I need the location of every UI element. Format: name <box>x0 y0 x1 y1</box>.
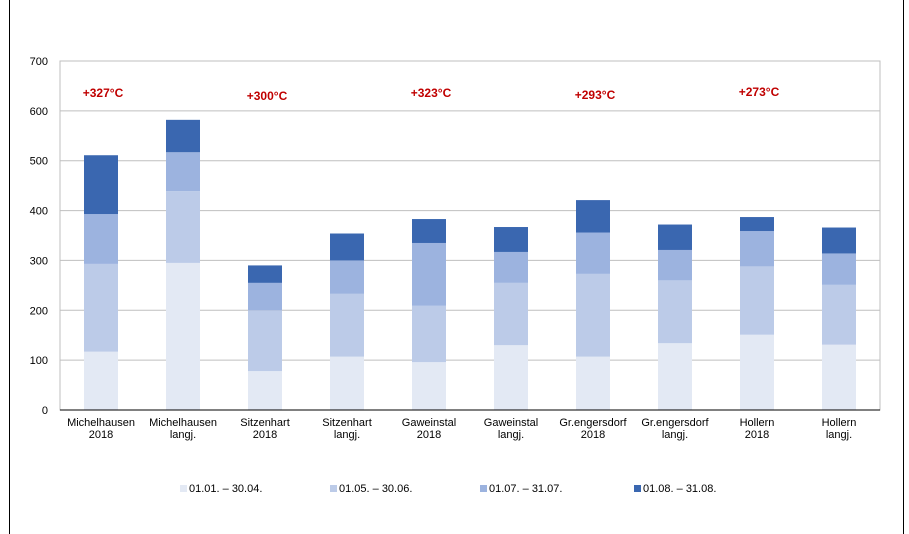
x-tick-label: langj. <box>170 429 196 441</box>
bar-segment-2 <box>84 263 118 352</box>
bar-segment-2 <box>658 280 692 344</box>
temperature-sum-annotation: +300°C <box>247 89 288 103</box>
temperature-sum-annotation: +273°C <box>739 85 780 99</box>
y-tick-label: 500 <box>30 156 48 168</box>
bar-segment-4 <box>166 119 200 153</box>
bar-segment-3 <box>248 282 282 311</box>
bar-segment-2 <box>412 305 446 363</box>
x-tick-label: Hollern <box>822 417 857 429</box>
y-tick-label: 0 <box>42 405 48 417</box>
x-tick-label: Hollern <box>740 417 775 429</box>
legend-label: 01.08. – 31.08. <box>643 483 716 495</box>
x-tick-label: langj. <box>498 429 524 441</box>
chart-frame <box>9 0 904 534</box>
bar-segment-4 <box>494 227 528 252</box>
bar-segment-2 <box>166 191 200 263</box>
x-tick-label: 2018 <box>745 429 769 441</box>
x-tick-label: Gaweinstal <box>484 417 538 429</box>
legend-swatch <box>330 485 337 492</box>
bar-segment-4 <box>84 155 118 215</box>
y-tick-label: 300 <box>30 255 48 267</box>
bar-segment-2 <box>740 266 774 335</box>
bar-segment-1 <box>412 362 446 410</box>
bar-segment-3 <box>576 232 610 274</box>
x-tick-label: langj. <box>662 429 688 441</box>
bar-segment-1 <box>494 345 528 410</box>
temperature-sum-annotation: +327°C <box>83 86 124 100</box>
x-tick-label: Gr.engersdorf <box>559 417 627 429</box>
bar-segment-4 <box>576 200 610 233</box>
x-tick-label: Michelhausen <box>67 417 135 429</box>
axes: 0100200300400500600700Michelhausen2018Mi… <box>30 56 880 441</box>
legend-swatch <box>634 485 641 492</box>
annotations: +327°C +300°C +323°C +293°C +273°C <box>83 85 780 103</box>
x-tick-label: Gaweinstal <box>402 417 456 429</box>
x-tick-label: langj. <box>826 429 852 441</box>
bar-segment-3 <box>84 214 118 264</box>
y-tick-label: 200 <box>30 305 48 317</box>
bar-segment-3 <box>822 253 856 285</box>
bar-segment-1 <box>822 344 856 410</box>
bar-segment-1 <box>740 334 774 410</box>
bar-segment-3 <box>330 260 364 294</box>
legend-label: 01.01. – 30.04. <box>189 483 262 495</box>
x-tick-label: 2018 <box>89 429 113 441</box>
y-tick-label: 400 <box>30 206 48 218</box>
bar-segment-1 <box>576 356 610 410</box>
bar-segment-4 <box>822 227 856 254</box>
x-tick-label: langj. <box>334 429 360 441</box>
bar-segment-3 <box>740 231 774 267</box>
bars <box>84 119 856 410</box>
bar-segment-2 <box>576 273 610 357</box>
x-tick-label: Sitzenhart <box>240 417 290 429</box>
bar-segment-1 <box>166 262 200 410</box>
x-tick-label: Sitzenhart <box>322 417 372 429</box>
bar-segment-1 <box>330 356 364 410</box>
bar-segment-2 <box>248 310 282 372</box>
temperature-sum-annotation: +323°C <box>411 86 452 100</box>
y-tick-label: 700 <box>30 56 48 68</box>
y-tick-label: 600 <box>30 106 48 118</box>
bar-segment-4 <box>330 233 364 261</box>
bar-segment-2 <box>494 282 528 346</box>
bar-segment-3 <box>166 152 200 192</box>
bar-segment-4 <box>248 265 282 283</box>
x-tick-label: 2018 <box>581 429 605 441</box>
legend-swatch <box>480 485 487 492</box>
x-tick-label: 2018 <box>253 429 277 441</box>
bar-segment-4 <box>658 224 692 250</box>
bar-segment-2 <box>822 284 856 345</box>
legend: 01.01. – 30.04. 01.05. – 30.06. 01.07. – 3… <box>180 483 716 495</box>
bar-segment-3 <box>412 242 446 306</box>
bar-segment-4 <box>412 219 446 243</box>
legend-label: 01.05. – 30.06. <box>339 483 412 495</box>
bar-segment-2 <box>330 293 364 357</box>
y-tick-label: 100 <box>30 355 48 367</box>
bar-segment-4 <box>740 217 774 232</box>
bar-segment-3 <box>494 251 528 283</box>
x-tick-label: 2018 <box>417 429 441 441</box>
bar-segment-1 <box>248 371 282 410</box>
x-tick-label: Gr.engersdorf <box>641 417 709 429</box>
legend-label: 01.07. – 31.07. <box>489 483 562 495</box>
temperature-sum-annotation: +293°C <box>575 88 616 102</box>
x-tick-label: Michelhausen <box>149 417 217 429</box>
legend-swatch <box>180 485 187 492</box>
bar-segment-3 <box>658 249 692 281</box>
bar-segment-1 <box>658 343 692 410</box>
bar-segment-1 <box>84 351 118 410</box>
